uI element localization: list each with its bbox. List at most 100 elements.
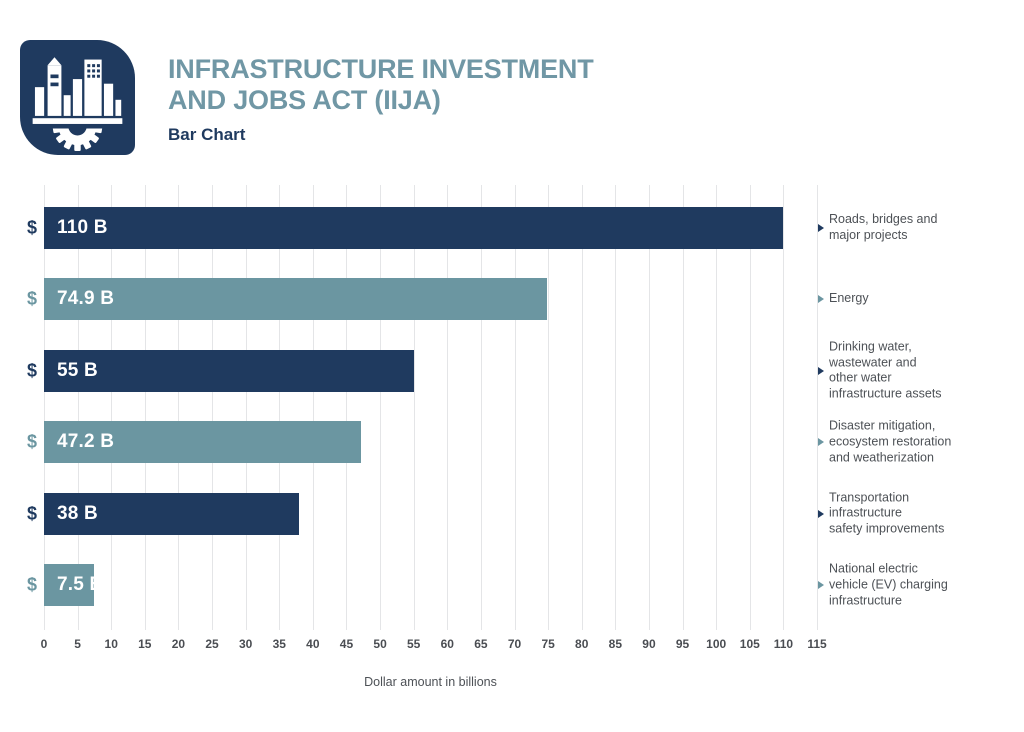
bar-value-label: 55 B — [57, 359, 98, 381]
x-axis-tick-label: 95 — [675, 637, 690, 651]
gridline — [245, 185, 247, 630]
gridline — [346, 185, 348, 630]
x-axis-tick-label: 15 — [138, 637, 152, 651]
bar-row: $ 55 B Drinking water, wastewater and ot… — [0, 339, 1024, 400]
category-label: Disaster mitigation, ecosystem restorati… — [829, 418, 952, 465]
gridline — [111, 185, 113, 630]
gridline — [77, 185, 79, 630]
currency-symbol: $ — [26, 288, 37, 309]
category-label: Drinking water, wastewater and other wat… — [829, 339, 942, 401]
x-axis-tick-label: 100 — [706, 637, 727, 651]
category-label: National electric vehicle (EV) charging … — [829, 561, 948, 607]
gridline — [144, 185, 146, 630]
arrow-right-icon — [818, 295, 824, 304]
currency-symbol: $ — [26, 217, 37, 238]
category-label: Roads, bridges and major projects — [829, 212, 938, 242]
x-axis-tick-label: 80 — [575, 637, 589, 651]
bar-value-label: 7.5 B — [57, 574, 104, 595]
gridline — [212, 185, 214, 630]
bar-row: $ 7.5 B National electric vehicle (EV) c… — [0, 561, 1024, 607]
plot-area — [44, 185, 818, 630]
x-axis-tick-label: 20 — [171, 637, 186, 651]
x-axis-tick-label: 5 — [74, 637, 81, 651]
category-label: Energy — [829, 291, 869, 306]
gridline — [783, 185, 785, 630]
value-bar[interactable]: 74.9 B — [44, 278, 548, 321]
currency-symbol: $ — [26, 360, 37, 381]
bar-track: 38 B — [44, 492, 817, 535]
gridline — [682, 185, 684, 630]
gridline — [480, 185, 482, 630]
x-axis-tick-label: 75 — [541, 637, 555, 651]
x-axis-tick-label: 110 — [773, 637, 794, 651]
arrow-right-icon — [818, 438, 824, 447]
x-axis-tick-label: 55 — [407, 637, 421, 651]
value-bar[interactable]: 55 B — [44, 349, 414, 392]
x-axis-tick-label: 40 — [306, 637, 320, 651]
bar-value-label: 38 B — [57, 502, 98, 524]
page-title-line-2: AND JOBS ACT (IIJA) — [168, 85, 441, 115]
x-axis-tick-label: 50 — [373, 637, 387, 651]
city-skyline-gear-icon — [20, 40, 135, 155]
x-axis-tick-label: 45 — [339, 637, 354, 651]
x-axis-tick-label: 105 — [739, 637, 760, 651]
gridline — [581, 185, 583, 630]
bar-track: 110 B — [44, 207, 817, 249]
bar-row: $ 110 B Roads, bridges and major project… — [0, 207, 1024, 249]
bar-value-label: 110 B — [57, 217, 108, 238]
arrow-right-icon — [818, 366, 824, 375]
arrow-right-icon — [818, 581, 824, 589]
arrow-right-icon — [818, 509, 824, 518]
x-axis-tick-label: 0 — [40, 637, 48, 651]
x-axis-tick-label: 90 — [642, 637, 656, 651]
bar-value-label: 47.2 B — [57, 431, 115, 453]
bar-track: 47.2 B — [44, 421, 817, 464]
bar-value-label: 74.9 B — [57, 288, 115, 310]
x-axis-label: Dollar amount in billions — [364, 675, 497, 689]
x-axis-tick-label: 85 — [608, 637, 623, 651]
gridline — [312, 185, 314, 630]
bar-row: $ 74.9 B Energy — [0, 278, 1024, 321]
header-titles: INFRASTRUCTURE INVESTMENT AND JOBS ACT (… — [168, 54, 594, 145]
x-axis-tick-label: 115 — [807, 637, 827, 651]
gridline — [178, 185, 180, 630]
value-bar[interactable]: 110 B — [44, 207, 784, 249]
gridline — [447, 185, 449, 630]
logo-graphic — [32, 57, 123, 151]
page-title-line-1: INFRASTRUCTURE INVESTMENT — [168, 54, 594, 84]
gridline — [749, 185, 751, 630]
value-bar[interactable]: 47.2 B — [44, 421, 362, 464]
chart-type-subtitle: Bar Chart — [168, 125, 246, 144]
x-axis-tick-label: 60 — [440, 637, 454, 651]
gridline — [817, 185, 818, 630]
currency-symbol: $ — [26, 574, 37, 595]
x-axis-tick-label: 30 — [238, 637, 253, 651]
value-bar[interactable]: 7.5 B — [44, 564, 103, 606]
gridline — [279, 185, 281, 630]
gridline — [548, 185, 550, 630]
gridline — [514, 185, 516, 630]
bar-row: $ 47.2 B Disaster mitigation, ecosystem … — [0, 418, 1024, 465]
value-bar[interactable]: 38 B — [44, 492, 300, 535]
gridline — [380, 185, 382, 630]
x-axis-tick-label: 65 — [474, 637, 488, 651]
bar-row: $ 38 B Transportation infrastructure saf… — [0, 489, 1024, 536]
currency-symbol: $ — [26, 431, 37, 452]
x-axis-ticks: 0 5 10 15 20 25 30 35 40 45 50 55 60 65 70 75 80 85 90 95 10… — [40, 637, 827, 653]
gridline — [413, 185, 415, 630]
x-axis-tick-label: 35 — [272, 637, 286, 651]
gridline — [615, 185, 617, 630]
x-axis-tick-label: 70 — [507, 637, 522, 651]
arrow-right-icon — [818, 224, 824, 232]
category-label: Transportation infrastructure safety imp… — [829, 489, 945, 536]
bar-track: 74.9 B — [44, 278, 817, 321]
x-axis-tick-label: 25 — [205, 637, 219, 651]
x-axis-tick-label: 10 — [104, 637, 118, 651]
currency-symbol: $ — [26, 503, 37, 524]
gridline — [716, 185, 718, 630]
bar-track: 55 B — [44, 349, 817, 392]
gridline — [648, 185, 650, 630]
gridline — [44, 185, 45, 630]
bar-track: 7.5 B — [44, 564, 817, 606]
